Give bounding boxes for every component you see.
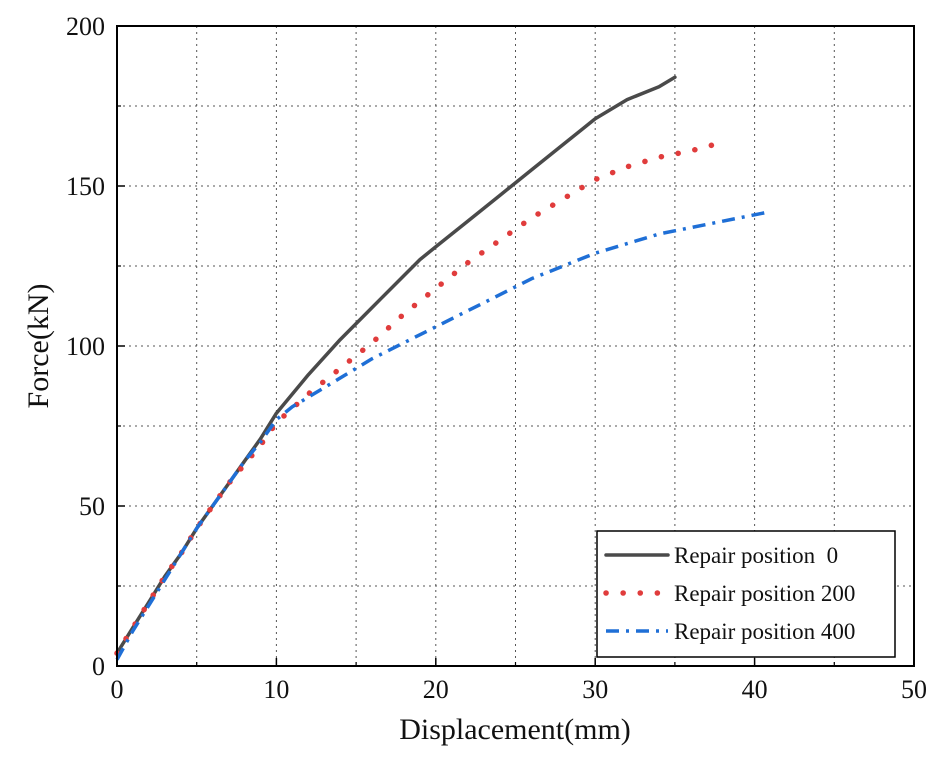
y-tick-label: 0: [92, 652, 105, 681]
y-axis-label: Force(kN): [22, 284, 55, 409]
grid-layer: [117, 26, 914, 666]
legend: Repair position 0 Repair position 200 Repa…: [596, 530, 896, 658]
legend-entries: Repair position 0 Repair position 200 Repa…: [603, 543, 855, 644]
ticks-layer: [116, 25, 915, 667]
x-tick-label: 20: [423, 675, 449, 704]
x-tick-label: 10: [263, 675, 289, 704]
series-line-3: [115, 209, 771, 661]
x-tick-label: 50: [901, 675, 927, 704]
legend-label-1: Repair position 0: [674, 543, 838, 568]
y-tick-label: 50: [79, 492, 105, 521]
x-tick-label: 0: [111, 675, 124, 704]
x-tick-label: 40: [742, 675, 768, 704]
series-line-1: [115, 75, 677, 655]
series-layer: [114, 75, 771, 661]
y-tick-label: 150: [66, 172, 105, 201]
legend-box: [596, 530, 896, 658]
y-tick-label: 100: [66, 332, 105, 361]
legend-label-3: Repair position 400: [674, 619, 855, 644]
y-tick-label: 200: [66, 12, 105, 41]
legend-label-2: Repair position 200: [674, 581, 855, 606]
x-tick-label: 30: [582, 675, 608, 704]
tick-labels-layer: 0 10 20 30 40 50 0 50 100 150 200: [66, 12, 927, 704]
x-axis-label: Displacement(mm): [399, 713, 631, 746]
